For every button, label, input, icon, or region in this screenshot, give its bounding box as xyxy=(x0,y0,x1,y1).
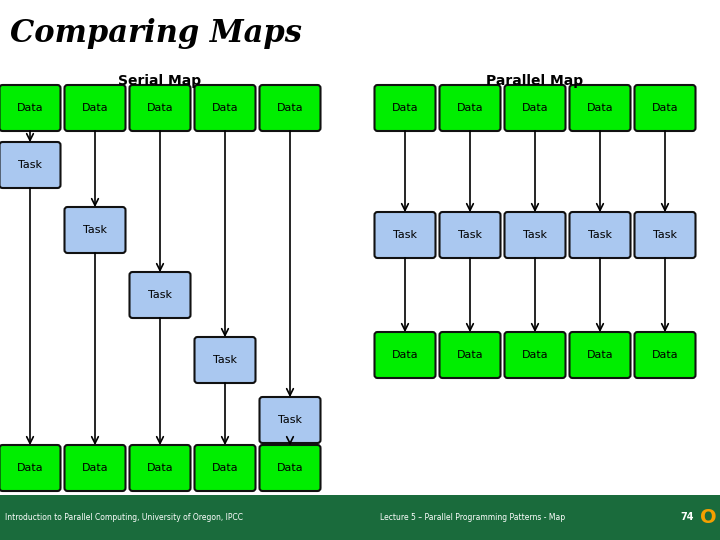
FancyBboxPatch shape xyxy=(0,85,60,131)
Text: Data: Data xyxy=(587,103,613,113)
FancyBboxPatch shape xyxy=(259,85,320,131)
Text: Data: Data xyxy=(392,350,418,360)
FancyBboxPatch shape xyxy=(439,332,500,378)
Text: Data: Data xyxy=(652,350,678,360)
FancyBboxPatch shape xyxy=(634,85,696,131)
FancyBboxPatch shape xyxy=(259,397,320,443)
Bar xyxy=(0,495,720,540)
FancyBboxPatch shape xyxy=(505,85,565,131)
FancyBboxPatch shape xyxy=(374,85,436,131)
FancyBboxPatch shape xyxy=(374,332,436,378)
Text: Lecture 5 – Parallel Programming Patterns - Map: Lecture 5 – Parallel Programming Pattern… xyxy=(380,513,565,522)
FancyBboxPatch shape xyxy=(0,142,60,188)
Text: Data: Data xyxy=(147,463,174,473)
FancyBboxPatch shape xyxy=(570,332,631,378)
Text: Task: Task xyxy=(458,230,482,240)
Text: 74: 74 xyxy=(680,512,693,523)
Text: Task: Task xyxy=(393,230,417,240)
FancyBboxPatch shape xyxy=(130,85,191,131)
FancyBboxPatch shape xyxy=(65,445,125,491)
FancyBboxPatch shape xyxy=(130,445,191,491)
Text: Task: Task xyxy=(523,230,547,240)
FancyBboxPatch shape xyxy=(374,212,436,258)
Text: Parallel Map: Parallel Map xyxy=(487,74,584,88)
Text: Data: Data xyxy=(392,103,418,113)
Text: Introduction to Parallel Computing, University of Oregon, IPCC: Introduction to Parallel Computing, Univ… xyxy=(5,513,243,522)
Text: Data: Data xyxy=(522,350,549,360)
FancyBboxPatch shape xyxy=(570,85,631,131)
Text: Task: Task xyxy=(278,415,302,425)
Text: Data: Data xyxy=(81,463,108,473)
FancyBboxPatch shape xyxy=(0,445,60,491)
Text: Task: Task xyxy=(653,230,677,240)
Text: Task: Task xyxy=(148,290,172,300)
Text: Task: Task xyxy=(588,230,612,240)
FancyBboxPatch shape xyxy=(634,212,696,258)
Text: Data: Data xyxy=(587,350,613,360)
FancyBboxPatch shape xyxy=(194,337,256,383)
FancyBboxPatch shape xyxy=(259,445,320,491)
Text: Data: Data xyxy=(17,463,43,473)
FancyBboxPatch shape xyxy=(194,85,256,131)
FancyBboxPatch shape xyxy=(65,85,125,131)
FancyBboxPatch shape xyxy=(439,212,500,258)
Text: Data: Data xyxy=(276,463,303,473)
Text: Task: Task xyxy=(83,225,107,235)
Text: Serial Map: Serial Map xyxy=(118,74,202,88)
Text: Data: Data xyxy=(212,103,238,113)
FancyBboxPatch shape xyxy=(439,85,500,131)
Text: Data: Data xyxy=(456,350,483,360)
FancyBboxPatch shape xyxy=(65,207,125,253)
Text: Data: Data xyxy=(276,103,303,113)
FancyBboxPatch shape xyxy=(194,445,256,491)
Text: Data: Data xyxy=(147,103,174,113)
Text: Comparing Maps: Comparing Maps xyxy=(10,18,302,49)
Text: Data: Data xyxy=(212,463,238,473)
FancyBboxPatch shape xyxy=(634,332,696,378)
Text: Data: Data xyxy=(522,103,549,113)
FancyBboxPatch shape xyxy=(505,332,565,378)
Text: Data: Data xyxy=(81,103,108,113)
Text: Task: Task xyxy=(18,160,42,170)
Text: Task: Task xyxy=(213,355,237,365)
FancyBboxPatch shape xyxy=(570,212,631,258)
Text: Data: Data xyxy=(652,103,678,113)
FancyBboxPatch shape xyxy=(130,272,191,318)
Text: Data: Data xyxy=(17,103,43,113)
Text: Data: Data xyxy=(456,103,483,113)
Text: O: O xyxy=(700,508,716,527)
FancyBboxPatch shape xyxy=(505,212,565,258)
